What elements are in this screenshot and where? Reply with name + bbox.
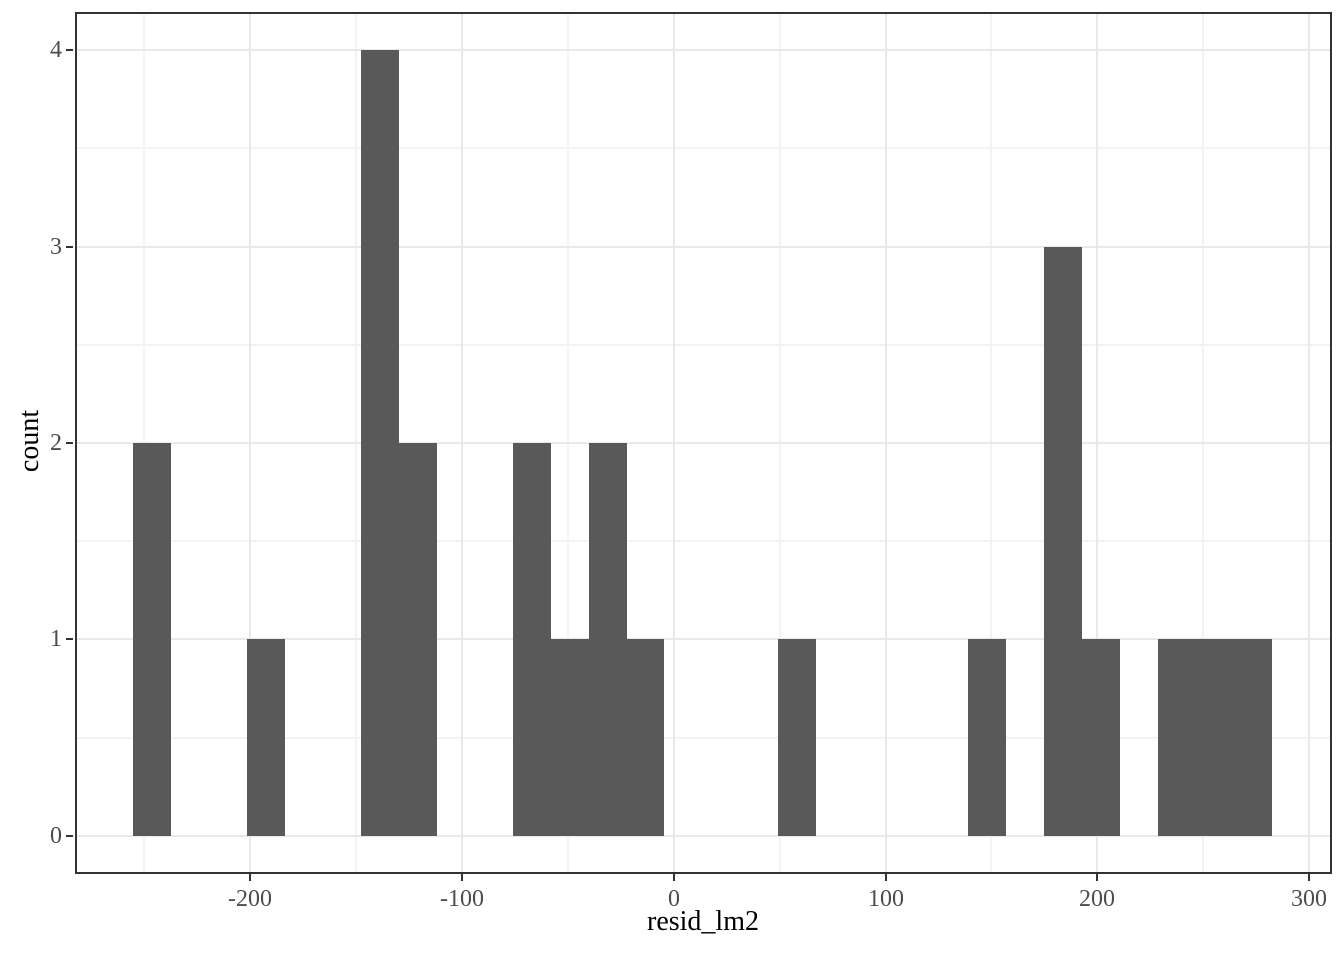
x-tick-label: 200 bbox=[1079, 886, 1115, 912]
y-tick-label: 4 bbox=[50, 37, 62, 63]
histogram-bar bbox=[778, 639, 816, 836]
y-axis-title: count bbox=[14, 409, 45, 473]
histogram-bar bbox=[399, 443, 437, 836]
histogram-bar bbox=[1044, 247, 1082, 836]
major-gridline-y bbox=[77, 49, 1330, 51]
y-tick-mark bbox=[66, 835, 73, 837]
histogram-bar bbox=[1234, 639, 1272, 836]
y-tick-label: 2 bbox=[50, 430, 62, 456]
x-tick-mark bbox=[249, 874, 251, 881]
minor-gridline-y bbox=[77, 737, 1330, 739]
major-gridline-x bbox=[1308, 14, 1310, 872]
y-tick-mark bbox=[66, 246, 73, 248]
y-tick-mark bbox=[66, 442, 73, 444]
histogram-bar bbox=[1158, 639, 1196, 836]
x-tick-mark bbox=[1096, 874, 1098, 881]
major-gridline-x bbox=[885, 14, 887, 872]
major-gridline-x bbox=[673, 14, 675, 872]
y-tick-label: 0 bbox=[50, 823, 62, 849]
histogram-bar bbox=[589, 443, 627, 836]
histogram-bar bbox=[627, 639, 664, 836]
major-gridline-x bbox=[461, 14, 463, 872]
plot-panel bbox=[75, 12, 1332, 874]
major-gridline-x bbox=[1096, 14, 1098, 872]
minor-gridline-y bbox=[77, 344, 1330, 346]
minor-gridline-y bbox=[77, 147, 1330, 149]
x-tick-label: -100 bbox=[440, 886, 484, 912]
y-tick-label: 1 bbox=[50, 626, 62, 652]
x-tick-mark bbox=[1308, 874, 1310, 881]
major-gridline-y bbox=[77, 246, 1330, 248]
x-tick-mark bbox=[673, 874, 675, 881]
y-tick-mark bbox=[66, 49, 73, 51]
major-gridline-y bbox=[77, 835, 1330, 837]
major-gridline-x bbox=[249, 14, 251, 872]
histogram-bar bbox=[133, 443, 171, 836]
x-tick-label: 100 bbox=[868, 886, 904, 912]
y-tick-label: 3 bbox=[50, 234, 62, 260]
minor-gridline-y bbox=[77, 540, 1330, 542]
x-tick-label: -200 bbox=[228, 886, 272, 912]
histogram-bar bbox=[551, 639, 589, 836]
x-tick-label: 300 bbox=[1291, 886, 1327, 912]
histogram-bar bbox=[1082, 639, 1120, 836]
histogram-bar bbox=[513, 443, 551, 836]
y-tick-mark bbox=[66, 638, 73, 640]
major-gridline-y bbox=[77, 638, 1330, 640]
histogram-bar bbox=[361, 50, 399, 836]
major-gridline-y bbox=[77, 442, 1330, 444]
x-tick-label: 0 bbox=[668, 886, 680, 912]
x-tick-mark bbox=[885, 874, 887, 881]
x-axis-title: resid_lm2 bbox=[647, 906, 759, 937]
x-tick-mark bbox=[461, 874, 463, 881]
histogram-bar bbox=[968, 639, 1006, 836]
histogram-bar bbox=[1196, 639, 1234, 836]
histogram-bar bbox=[247, 639, 285, 836]
